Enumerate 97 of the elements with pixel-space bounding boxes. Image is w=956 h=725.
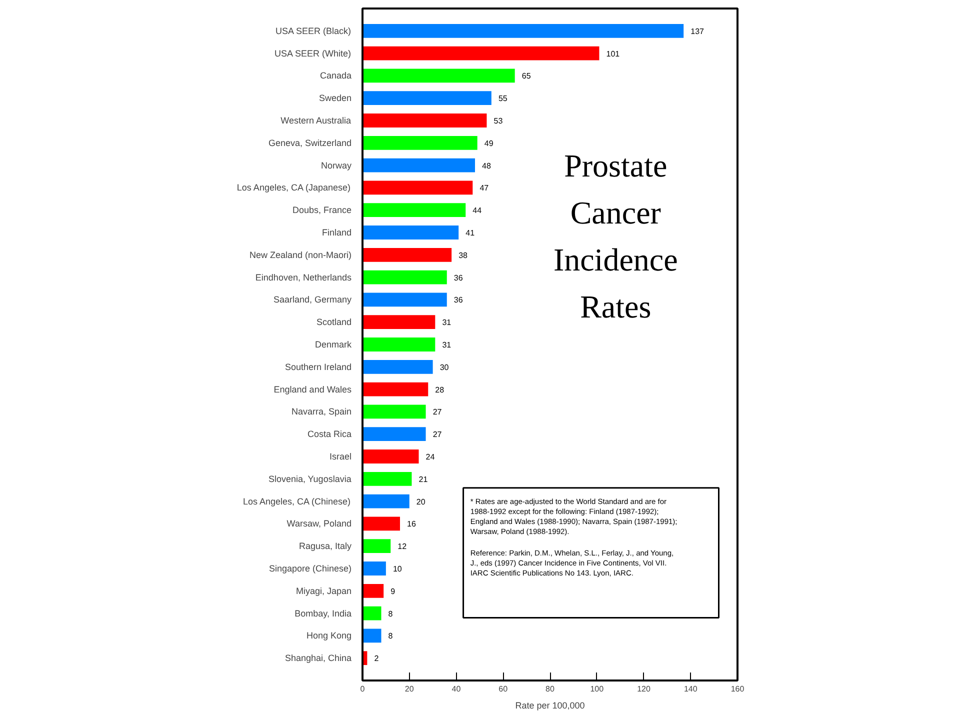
x-tick-label: 100: [590, 684, 604, 694]
y-tick-label: USA SEER (Black): [275, 26, 352, 36]
bar: [362, 450, 419, 464]
bar: [362, 315, 436, 330]
bar: [362, 180, 473, 195]
data-label: 28: [435, 385, 445, 394]
data-label: 31: [442, 340, 452, 350]
data-label: 20: [416, 497, 426, 506]
data-label: 65: [522, 72, 532, 81]
bar: [362, 360, 433, 374]
data-label: 8: [388, 609, 394, 618]
bar: [362, 584, 384, 598]
y-tick-label: Norway: [320, 160, 352, 170]
bar: [362, 382, 428, 396]
x-tick-label: 80: [546, 684, 555, 694]
data-label: 38: [458, 250, 468, 260]
data-label: 55: [498, 94, 508, 104]
bar: [362, 68, 515, 83]
y-tick-label: Hong Kong: [306, 630, 352, 641]
x-axis-title: Rate per 100,000: [515, 700, 585, 710]
text: Prostate Cancer Incidence Rates: [553, 147, 678, 324]
y-tick-label: Canada: [320, 70, 352, 81]
data-label: 12: [398, 542, 408, 552]
y-tick-label: Southern Ireland: [284, 362, 352, 372]
y-tick-label: Ragusa, Italy: [298, 541, 352, 552]
y-tick-label: Saarland, Germany: [273, 294, 352, 305]
x-tick-label: 60: [498, 684, 508, 694]
y-tick-label: Slovenia, Yugoslavia: [268, 474, 352, 484]
bar: [362, 494, 410, 508]
y-tick-label: Sweden: [318, 93, 352, 104]
data-label: 53: [494, 116, 504, 126]
data-label: 30: [440, 362, 450, 372]
y-tick-label: Costa Rica: [307, 429, 352, 440]
data-label: 137: [690, 26, 705, 36]
bar: [362, 270, 447, 284]
y-tick-label: England and Wales: [274, 384, 352, 394]
data-label: 31: [442, 318, 452, 328]
y-tick-label: Israel: [329, 452, 352, 462]
x-tick-label: 20: [404, 684, 414, 694]
y-tick-label: Eindhoven, Netherlands: [255, 272, 352, 282]
bar: [362, 427, 426, 442]
y-tick-label: Navarra, Spain: [291, 406, 352, 417]
data-label: 16: [407, 520, 416, 529]
data-label: 8: [388, 632, 394, 641]
y-tick-label: Geneva, Switzerland: [268, 138, 352, 148]
y-tick-label: USA SEER (White): [274, 48, 352, 58]
y-tick-label: Warsaw, Poland: [286, 518, 352, 529]
data-label: 9: [390, 586, 396, 596]
y-tick-label: Shanghai, China: [284, 653, 352, 664]
x-tick-label: 160: [730, 684, 745, 694]
data-label: 24: [426, 452, 436, 462]
data-label: 2: [374, 654, 380, 664]
bar: [362, 338, 436, 352]
data-label: 48: [482, 161, 492, 170]
y-tick-label: Scotland: [316, 317, 352, 328]
y-tick-label: Denmark: [314, 340, 352, 350]
data-label: 44: [472, 206, 482, 216]
bar: [362, 404, 426, 419]
bar: [362, 136, 478, 150]
bar: [362, 226, 459, 240]
data-label: 36: [454, 296, 464, 305]
bar: [362, 292, 447, 307]
data-label: 41: [466, 228, 476, 238]
data-label: 47: [480, 184, 490, 193]
bar: [362, 24, 684, 38]
bar: [362, 114, 487, 128]
bar: [362, 539, 391, 554]
data-label: 49: [484, 138, 494, 148]
y-tick-label: Bombay, India: [294, 608, 352, 618]
y-tick-label: Doubs, France: [292, 205, 352, 216]
data-label: 27: [432, 408, 442, 417]
y-tick-label: Finland: [322, 228, 352, 238]
data-label: 10: [392, 564, 402, 574]
data-label: 21: [418, 474, 428, 484]
y-tick-label: New Zealand (non-Maori): [249, 250, 352, 260]
bar: [362, 91, 492, 106]
x-tick-label: 40: [452, 684, 462, 694]
bar: [362, 248, 452, 262]
y-tick-label: Singapore (Chinese): [268, 564, 352, 574]
x-tick-label: 120: [637, 684, 651, 694]
x-tick-label: 140: [684, 684, 698, 694]
bar: [362, 472, 412, 486]
y-tick-label: Western Australia: [280, 116, 352, 126]
bar: [362, 606, 382, 620]
y-tick-label: Los Angeles, CA (Japanese): [236, 182, 351, 193]
data-label: 36: [454, 273, 464, 282]
y-tick-label: Los Angeles, CA (Chinese): [242, 496, 351, 506]
bar: [362, 158, 475, 172]
bar: [362, 203, 466, 218]
bar: [362, 562, 386, 576]
data-label: 27: [432, 430, 442, 440]
y-tick-label: Miyagi, Japan: [296, 586, 352, 596]
bar: [362, 628, 382, 643]
data-label: 101: [606, 49, 620, 58]
bar: [362, 516, 400, 531]
bar: [362, 46, 600, 60]
x-tick-label: 0: [360, 684, 366, 694]
